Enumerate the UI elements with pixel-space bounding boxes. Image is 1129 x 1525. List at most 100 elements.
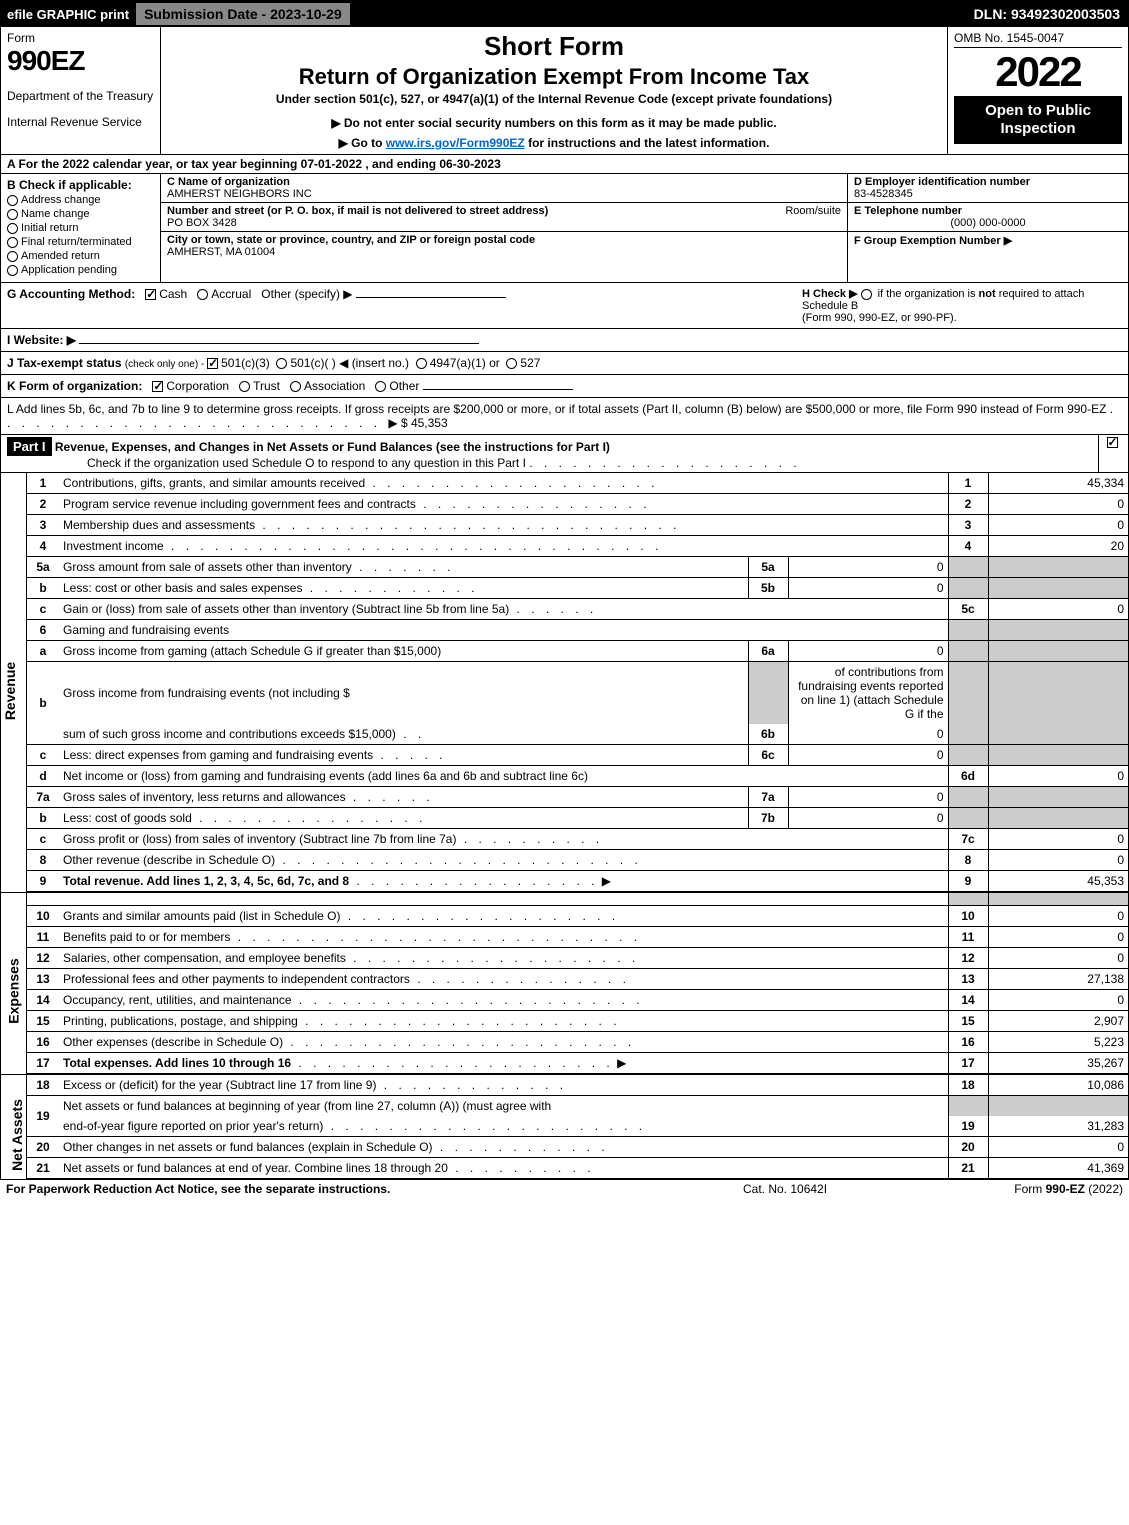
chk-cash[interactable] — [145, 289, 156, 300]
line-17: 17Total expenses. Add lines 10 through 1… — [27, 1052, 1128, 1073]
city-label: City or town, state or province, country… — [167, 234, 535, 246]
line-19-2: end-of-year figure reported on prior yea… — [27, 1116, 1128, 1137]
line-2: 2Program service revenue including gover… — [27, 494, 1128, 515]
subtitle-2: ▶ Do not enter social security numbers o… — [167, 116, 941, 130]
phone-cell: E Telephone number (000) 000-0000 — [848, 203, 1128, 232]
expenses-tab: Expenses — [1, 893, 27, 1074]
section-def: D Employer identification number 83-4528… — [848, 174, 1128, 282]
form-header: Form 990EZ Department of the Treasury In… — [1, 27, 1128, 155]
chk-501c3[interactable] — [207, 358, 218, 369]
inspection-badge: Open to Public Inspection — [954, 96, 1122, 144]
irs-label: Internal Revenue Service — [7, 115, 154, 129]
chk-accrual[interactable] — [197, 289, 208, 300]
chk-application-pending[interactable]: Application pending — [7, 264, 154, 276]
header-center: Short Form Return of Organization Exempt… — [161, 27, 948, 154]
line-3: 3Membership dues and assessments . . . .… — [27, 515, 1128, 536]
tax-year: 2022 — [954, 48, 1122, 96]
irs-link[interactable]: www.irs.gov/Form990EZ — [386, 136, 525, 150]
part1-badge: Part I — [7, 437, 52, 456]
form-container: efile GRAPHIC print Submission Date - 20… — [0, 0, 1129, 1180]
line-5a: 5aGross amount from sale of assets other… — [27, 557, 1128, 578]
row-k-org-form: K Form of organization: Corporation Trus… — [1, 375, 1128, 398]
group-exemption-cell: F Group Exemption Number ▶ — [848, 232, 1128, 249]
part1-desc: Part I Revenue, Expenses, and Changes in… — [1, 435, 1098, 472]
chk-address-change[interactable]: Address change — [7, 194, 154, 206]
city-cell: City or town, state or province, country… — [161, 232, 847, 260]
other-specify-field[interactable] — [356, 297, 506, 298]
line-7a: 7aGross sales of inventory, less returns… — [27, 787, 1128, 808]
line-20: 20Other changes in net assets or fund ba… — [27, 1136, 1128, 1157]
chk-501c[interactable] — [276, 358, 287, 369]
top-bar: efile GRAPHIC print Submission Date - 20… — [1, 1, 1128, 27]
expenses-section: Expenses 10Grants and similar amounts pa… — [1, 893, 1128, 1075]
blank-row — [27, 893, 1128, 905]
netassets-table: 18Excess or (deficit) for the year (Subt… — [27, 1075, 1128, 1179]
address-label: Number and street (or P. O. box, if mail… — [167, 205, 548, 217]
section-b-header: B Check if applicable: — [7, 178, 154, 192]
chk-other-org[interactable] — [375, 381, 386, 392]
line-8: 8Other revenue (describe in Schedule O) … — [27, 850, 1128, 871]
dln-label: DLN: 93492302003503 — [966, 6, 1128, 22]
part1-check — [1098, 435, 1128, 472]
line-1: 1Contributions, gifts, grants, and simil… — [27, 473, 1128, 494]
chk-corporation[interactable] — [152, 381, 163, 392]
other-org-field[interactable] — [423, 389, 573, 390]
chk-name-change[interactable]: Name change — [7, 208, 154, 220]
netassets-section: Net Assets 18Excess or (deficit) for the… — [1, 1075, 1128, 1179]
website-label: I Website: ▶ — [7, 333, 76, 347]
l-text: L Add lines 5b, 6c, and 7b to line 9 to … — [7, 402, 1106, 416]
line-5c: cGain or (loss) from sale of assets othe… — [27, 599, 1128, 620]
revenue-tab: Revenue — [1, 473, 27, 892]
line-21: 21Net assets or fund balances at end of … — [27, 1157, 1128, 1178]
short-form-title: Short Form — [167, 31, 941, 62]
footer-mid: Cat. No. 10642I — [743, 1182, 943, 1196]
footer-right: Form 990-EZ (2022) — [943, 1182, 1123, 1196]
chk-trust[interactable] — [239, 381, 250, 392]
address-cell: Number and street (or P. O. box, if mail… — [161, 203, 847, 232]
row-gh: G Accounting Method: Cash Accrual Other … — [1, 283, 1128, 329]
line-6c: cLess: direct expenses from gaming and f… — [27, 745, 1128, 766]
line-6: 6Gaming and fundraising events — [27, 620, 1128, 641]
part1-check-text: Check if the organization used Schedule … — [7, 456, 526, 470]
chk-association[interactable] — [290, 381, 301, 392]
line-6b-1: bGross income from fundraising events (n… — [27, 662, 1128, 725]
website-field[interactable] — [79, 343, 479, 344]
page-footer: For Paperwork Reduction Act Notice, see … — [0, 1180, 1129, 1198]
line-7b: bLess: cost of goods sold . . . . . . . … — [27, 808, 1128, 829]
part1-title: Revenue, Expenses, and Changes in Net As… — [55, 440, 610, 454]
line-14: 14Occupancy, rent, utilities, and mainte… — [27, 989, 1128, 1010]
ein-label: D Employer identification number — [854, 176, 1030, 188]
line-16: 16Other expenses (describe in Schedule O… — [27, 1031, 1128, 1052]
phone-value: (000) 000-0000 — [854, 217, 1122, 229]
sub3-post: for instructions and the latest informat… — [525, 136, 770, 150]
line-11: 11Benefits paid to or for members . . . … — [27, 926, 1128, 947]
chk-final-return[interactable]: Final return/terminated — [7, 236, 154, 248]
section-c: C Name of organization AMHERST NEIGHBORS… — [161, 174, 848, 282]
line-6d: dNet income or (loss) from gaming and fu… — [27, 766, 1128, 787]
chk-4947[interactable] — [416, 358, 427, 369]
h-not: not — [979, 288, 996, 300]
chk-527[interactable] — [506, 358, 517, 369]
h-text1: H Check ▶ — [802, 288, 861, 300]
chk-amended-return[interactable]: Amended return — [7, 250, 154, 262]
section-b: B Check if applicable: Address change Na… — [1, 174, 161, 282]
section-h: H Check ▶ if the organization is not req… — [802, 287, 1122, 324]
expenses-table: 10Grants and similar amounts paid (list … — [27, 893, 1128, 1074]
l-amount: ▶ $ 45,353 — [388, 416, 447, 430]
form-number: 990EZ — [7, 45, 154, 77]
j-label: J Tax-exempt status — [7, 356, 125, 370]
row-j-tax-status: J Tax-exempt status (check only one) - 5… — [1, 352, 1128, 375]
chk-schedule-o[interactable] — [1107, 437, 1118, 448]
row-a-text: A For the 2022 calendar year, or tax yea… — [7, 157, 501, 171]
revenue-table: 1Contributions, gifts, grants, and simil… — [27, 473, 1128, 892]
chk-initial-return[interactable]: Initial return — [7, 222, 154, 234]
line-6b-2: sum of such gross income and contributio… — [27, 724, 1128, 745]
line-10: 10Grants and similar amounts paid (list … — [27, 905, 1128, 926]
h-text2: if the organization is — [878, 288, 979, 300]
line-7c: cGross profit or (loss) from sales of in… — [27, 829, 1128, 850]
line-18: 18Excess or (deficit) for the year (Subt… — [27, 1075, 1128, 1096]
chk-schedule-b[interactable] — [861, 289, 872, 300]
part1-header-row: Part I Revenue, Expenses, and Changes in… — [1, 435, 1128, 473]
header-right: OMB No. 1545-0047 2022 Open to Public In… — [948, 27, 1128, 154]
section-g: G Accounting Method: Cash Accrual Other … — [7, 287, 802, 324]
